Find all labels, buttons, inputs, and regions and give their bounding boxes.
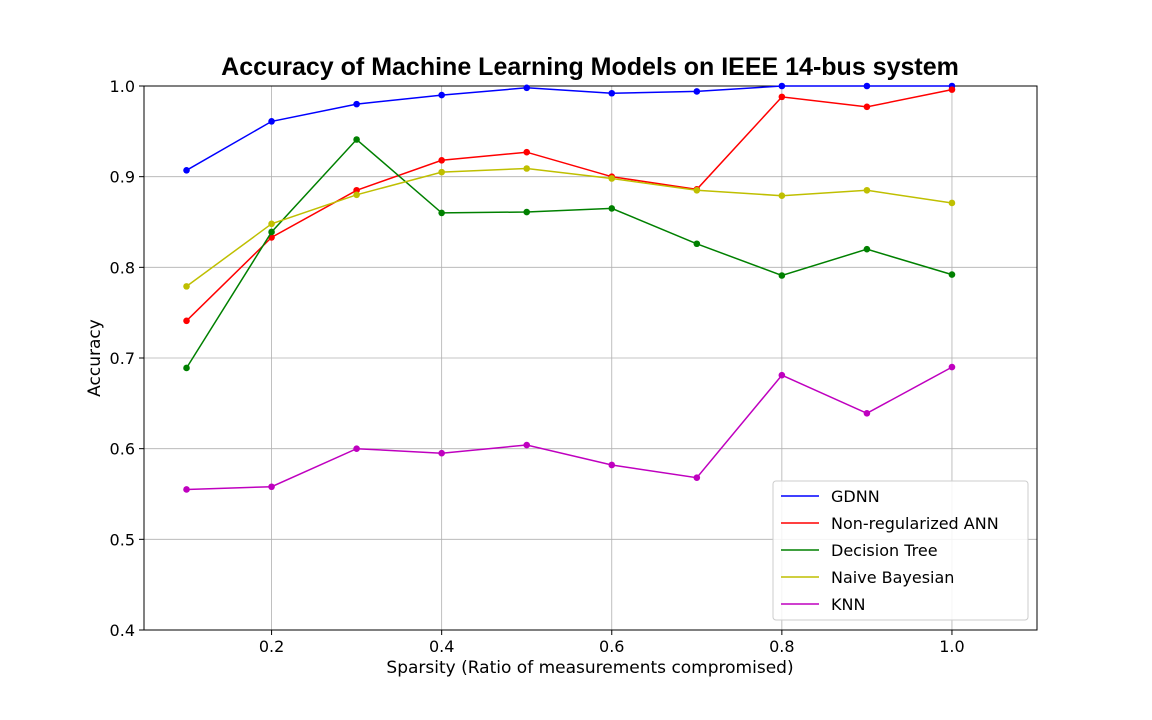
ticks: 0.2 0.4 0.6 0.8 1.0 0.4 0.5 0.6 0.7 0.8 0.9 1.0 [110, 77, 965, 656]
data-point-knn [778, 371, 786, 379]
data-point-non-regularized-ann [353, 186, 360, 194]
data-point-naive-bayesian [523, 165, 531, 172]
data-point-gdnn [693, 88, 701, 95]
data-point-naive-bayesian [778, 192, 786, 200]
data-point-naive-bayesian [353, 191, 360, 199]
legend-label-knn: KNN [831, 595, 865, 614]
data-point-decision-tree [353, 136, 360, 143]
data-point-non-regularized-ann [948, 86, 956, 93]
data-point-naive-bayesian [608, 175, 616, 182]
y-tick-label: 0.9 [110, 168, 135, 187]
legend-label-non-regularized-ann: Non-regularized ANN [831, 514, 999, 533]
series-line-knn [186, 366, 953, 491]
series-line-non-regularized-ann [185, 88, 953, 322]
data-point-gdnn [438, 91, 445, 99]
data-point-decision-tree [268, 228, 275, 236]
data-point-knn [608, 461, 616, 469]
data-point-decision-tree [438, 209, 445, 217]
y-tick-label: 0.7 [110, 349, 135, 368]
series-line-decision-tree [185, 138, 953, 369]
data-point-naive-bayesian [948, 199, 956, 207]
legend-label-decision-tree: Decision Tree [831, 541, 938, 560]
data-point-non-regularized-ann [778, 93, 786, 101]
data-point-knn [523, 441, 531, 449]
series-naive-bayesian [183, 165, 956, 290]
data-point-knn [948, 363, 956, 371]
data-point-decision-tree [693, 240, 701, 248]
y-tick-label: 0.6 [110, 440, 135, 459]
x-tick-label: 0.4 [429, 637, 454, 656]
y-tick-label: 1.0 [110, 77, 135, 96]
data-point-decision-tree [523, 208, 531, 216]
data-point-knn [693, 474, 701, 481]
data-point-knn [268, 483, 275, 491]
y-tick-label: 0.4 [110, 621, 135, 640]
x-tick-label: 1.0 [939, 637, 964, 656]
series-knn [183, 363, 956, 493]
data-point-naive-bayesian [268, 220, 275, 228]
data-point-knn [863, 410, 871, 417]
data-point-naive-bayesian [183, 283, 190, 290]
data-point-gdnn [183, 167, 190, 174]
y-tick-label: 0.8 [110, 258, 135, 277]
series-line-naive-bayesian [186, 167, 953, 288]
data-point-decision-tree [183, 364, 190, 372]
data-point-naive-bayesian [693, 186, 701, 194]
series-decision-tree [183, 136, 956, 372]
x-tick-label: 0.8 [769, 637, 794, 656]
data-point-naive-bayesian [438, 168, 445, 176]
x-axis-label: Sparsity (Ratio of measurements compromi… [386, 658, 793, 678]
data-point-gdnn [778, 82, 786, 90]
legend-label-naive-bayesian: Naive Bayesian [831, 568, 954, 587]
data-point-non-regularized-ann [183, 317, 190, 325]
y-tick-label: 0.5 [110, 530, 135, 549]
series-non-regularized-ann [183, 86, 956, 325]
data-point-gdnn [863, 82, 871, 90]
data-point-naive-bayesian [863, 186, 871, 194]
data-point-decision-tree [778, 272, 786, 279]
x-tick-label: 0.2 [259, 637, 284, 656]
data-point-gdnn [268, 118, 275, 125]
x-tick-label: 0.6 [599, 637, 624, 656]
chart-title: Accuracy of Machine Learning Models on I… [221, 53, 959, 81]
data-point-knn [183, 486, 190, 493]
data-point-knn [438, 449, 445, 457]
data-point-decision-tree [608, 205, 616, 212]
data-point-decision-tree [863, 245, 871, 253]
data-point-non-regularized-ann [523, 148, 531, 156]
data-point-decision-tree [948, 271, 956, 278]
series-line-gdnn [186, 85, 952, 171]
data-point-non-regularized-ann [863, 103, 871, 111]
series [183, 82, 956, 493]
data-point-gdnn [608, 89, 616, 97]
legend-box [772, 480, 1029, 621]
data-point-non-regularized-ann [438, 157, 445, 164]
data-point-knn [353, 445, 360, 452]
y-axis-label: Accuracy [85, 319, 105, 397]
legend-label-gdnn: GDNN [831, 487, 880, 506]
series-gdnn [183, 82, 956, 174]
data-point-gdnn [353, 100, 360, 108]
data-point-gdnn [523, 84, 531, 92]
legend: GDNN Non-regularized ANN Decision Tree Naiv… [772, 480, 1029, 621]
